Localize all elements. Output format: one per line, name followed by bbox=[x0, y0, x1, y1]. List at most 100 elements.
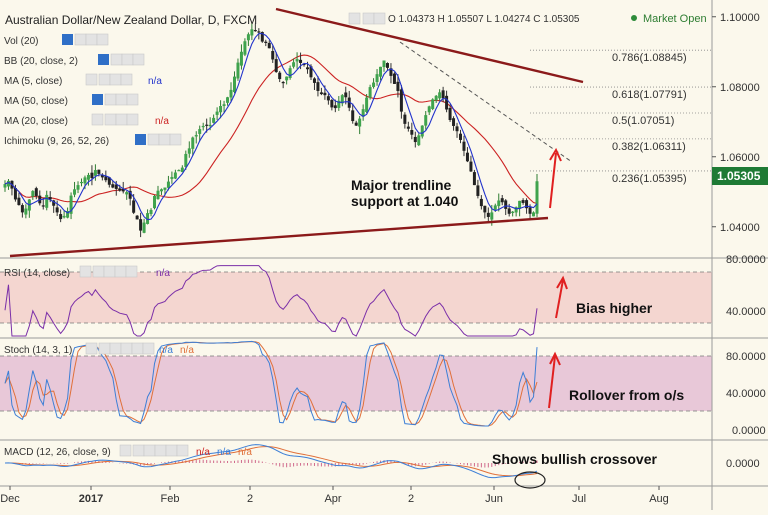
ma5-line bbox=[4, 32, 538, 221]
candle-body bbox=[48, 197, 52, 200]
candle-body bbox=[476, 185, 480, 196]
candle-body bbox=[17, 197, 21, 206]
stoch-label[interactable]: Stoch (14, 3, 1) bbox=[4, 345, 72, 356]
candle-body bbox=[365, 97, 369, 112]
time-tick-label: Jun bbox=[485, 493, 503, 505]
candle-body bbox=[153, 195, 157, 209]
candle-body bbox=[205, 124, 209, 126]
candle-body bbox=[281, 81, 285, 84]
time-tick-label: Jul bbox=[572, 493, 586, 505]
candle-body bbox=[326, 96, 330, 101]
ma5-buttons[interactable] bbox=[85, 73, 133, 86]
candle-body bbox=[173, 172, 177, 179]
ma20-line bbox=[4, 54, 538, 205]
candle-body bbox=[59, 214, 63, 220]
candle-body bbox=[431, 99, 435, 109]
candle-body bbox=[375, 74, 379, 83]
candle-body bbox=[302, 63, 306, 66]
macd-label[interactable]: MACD (12, 26, close, 9) bbox=[4, 447, 111, 458]
candle-body bbox=[264, 41, 268, 43]
candle-body bbox=[90, 172, 94, 179]
ohlc-readout: O 1.04373 H 1.05507 L 1.04274 C 1.05305 bbox=[388, 14, 580, 25]
candle-body bbox=[434, 95, 438, 101]
candle-body bbox=[344, 92, 348, 98]
candle-body bbox=[239, 51, 243, 66]
rsi-band bbox=[0, 272, 712, 323]
candle-body bbox=[163, 187, 167, 190]
bb-buttons[interactable] bbox=[98, 53, 145, 66]
candle-body bbox=[514, 207, 518, 213]
stoch-value-2: n/a bbox=[180, 345, 194, 356]
ichimoku-label[interactable]: Ichimoku (9, 26, 52, 26) bbox=[4, 136, 109, 147]
ma20-value: n/a bbox=[155, 116, 169, 127]
candle-body bbox=[229, 89, 233, 98]
candle-body bbox=[528, 207, 532, 214]
candle-body bbox=[212, 117, 216, 123]
candle-body bbox=[128, 190, 132, 199]
time-tick-label: 2 bbox=[247, 493, 253, 505]
candle-body bbox=[438, 92, 442, 99]
vol-label[interactable]: Vol (20) bbox=[4, 36, 38, 47]
candle-body bbox=[337, 100, 341, 108]
candle-body bbox=[490, 212, 494, 220]
candle-body bbox=[465, 152, 469, 162]
signal-path bbox=[4, 446, 538, 477]
macd-buttons[interactable] bbox=[119, 444, 189, 457]
rsi-value: n/a bbox=[156, 268, 170, 279]
stoch-buttons[interactable] bbox=[85, 342, 155, 355]
rsi-label[interactable]: RSI (14, close) bbox=[4, 268, 70, 279]
candle-body bbox=[452, 118, 456, 126]
candle-body bbox=[83, 177, 87, 184]
candle-body bbox=[34, 188, 38, 196]
rsi-annotation: Bias higher bbox=[576, 300, 653, 316]
candle-body bbox=[427, 106, 431, 113]
candle-body bbox=[86, 174, 90, 180]
candle-body bbox=[299, 59, 303, 63]
ma20-path bbox=[4, 54, 538, 205]
candle-body bbox=[535, 181, 539, 214]
candle-body bbox=[93, 170, 97, 176]
vol-buttons[interactable] bbox=[62, 33, 109, 46]
candle-body bbox=[399, 89, 403, 112]
candle-body bbox=[97, 169, 101, 174]
candle-body bbox=[351, 110, 355, 122]
macd-path bbox=[4, 444, 538, 479]
candle-body bbox=[472, 172, 476, 186]
ma50-label[interactable]: MA (50, close) bbox=[4, 96, 68, 107]
candle-body bbox=[312, 78, 316, 83]
ma20-buttons[interactable] bbox=[91, 113, 139, 126]
candle-body bbox=[368, 87, 372, 98]
header-buttons[interactable] bbox=[348, 12, 386, 25]
candle-body bbox=[511, 211, 515, 213]
rsi-line bbox=[4, 265, 538, 337]
candle-body bbox=[288, 68, 292, 78]
symbol-title[interactable]: Australian Dollar/New Zealand Dollar, D,… bbox=[5, 13, 257, 27]
ichimoku-buttons[interactable] bbox=[135, 133, 182, 146]
candle-body bbox=[292, 62, 296, 67]
market-status-dot bbox=[631, 15, 637, 21]
stoch-band bbox=[0, 356, 712, 411]
candle-body bbox=[146, 213, 150, 224]
ma5-label[interactable]: MA (5, close) bbox=[4, 76, 62, 87]
candle-body bbox=[521, 200, 525, 203]
candle-body bbox=[309, 66, 313, 78]
candle-body bbox=[379, 66, 383, 77]
candle-body bbox=[285, 76, 289, 81]
candle-body bbox=[132, 200, 136, 213]
candle-body bbox=[66, 211, 70, 218]
bb-label[interactable]: BB (20, close, 2) bbox=[4, 56, 78, 67]
ma20-label[interactable]: MA (20, close) bbox=[4, 116, 68, 127]
rsi-buttons[interactable] bbox=[79, 265, 138, 278]
ma50-buttons[interactable] bbox=[92, 93, 139, 106]
candle-body bbox=[358, 118, 362, 127]
candle-body bbox=[236, 62, 240, 79]
crossover-circle bbox=[514, 471, 546, 489]
candle-body bbox=[507, 208, 511, 214]
candle-body bbox=[500, 198, 504, 203]
candle-body bbox=[253, 30, 257, 32]
fib-label: 0.382(1.06311) bbox=[612, 141, 686, 153]
candle-body bbox=[41, 205, 45, 207]
upper-trendline bbox=[275, 7, 584, 84]
